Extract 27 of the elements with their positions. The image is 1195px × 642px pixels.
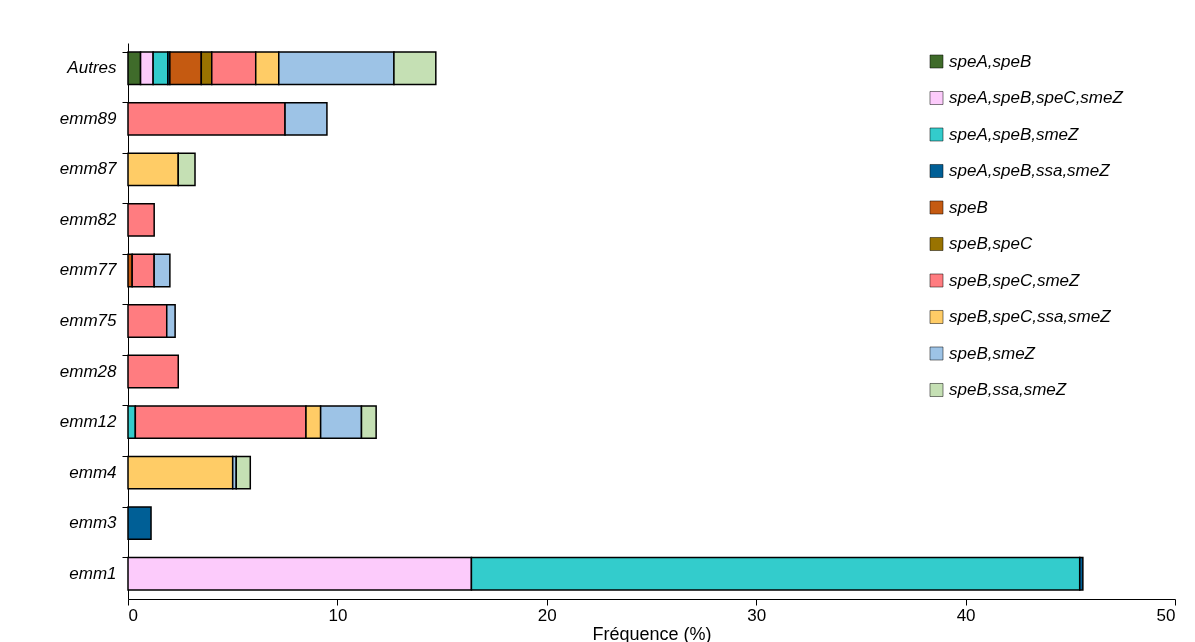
y-tick-label: emm82: [59, 209, 118, 229]
y-tick-label: emm77: [59, 260, 118, 280]
y-tick-label: emm75: [59, 311, 118, 330]
x-tick-label: 40: [956, 605, 976, 625]
y-tick-label: emm28: [59, 361, 118, 381]
legend-label: speB,ssa,smeZ: [949, 380, 1067, 399]
x-tick-label: 50: [1156, 605, 1176, 625]
y-tick-label: emm89: [59, 108, 118, 128]
legend-label: speB: [949, 197, 988, 217]
x-tick-label: 0: [128, 605, 138, 625]
legend-label: speB,speC,ssa,smeZ: [949, 307, 1112, 326]
legend-label: speA,speB,ssa,smeZ: [949, 161, 1111, 180]
legend-label: speA,speB,speC,smeZ: [949, 88, 1124, 107]
x-tick-label: 30: [747, 605, 767, 625]
y-tick-label: emm4: [69, 462, 117, 482]
legend-label: speA,speB,smeZ: [949, 124, 1080, 144]
y-tick-label: emm1: [69, 563, 117, 583]
legend-label: speB,speC,smeZ: [949, 270, 1080, 290]
x-tick-label: 10: [328, 605, 348, 625]
y-tick-label: emm87: [59, 159, 118, 179]
y-tick-label: emm3: [69, 513, 118, 533]
legend-label: speA,speB: [949, 51, 1032, 71]
y-tick-label: Autres: [66, 58, 117, 78]
legend-label: speB,smeZ: [949, 343, 1036, 363]
x-tick-label: 20: [537, 605, 557, 625]
legend-label: speB,speC: [949, 234, 1033, 253]
y-tick-label: emm12: [59, 412, 118, 432]
